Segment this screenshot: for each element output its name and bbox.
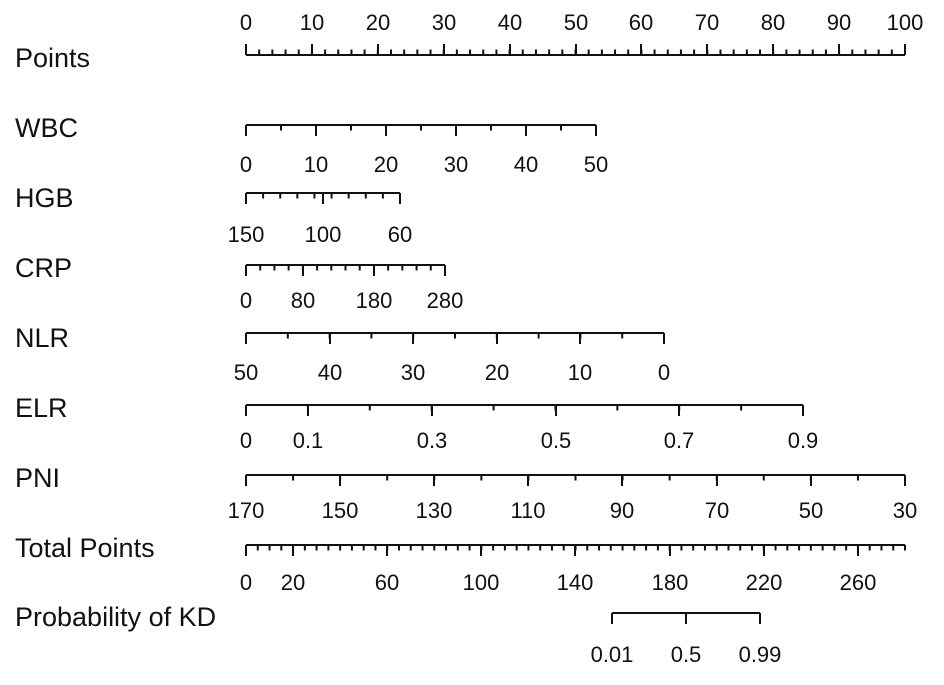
tick-label-total-points: 0 [240, 570, 252, 595]
tick-label-elr: 0.7 [664, 428, 695, 453]
tick-label-elr: 0 [240, 428, 252, 453]
tick-label-nlr: 50 [234, 360, 258, 385]
scale-pni: PNI 170 150 130 110 90 70 50 30 [15, 463, 917, 523]
tick-label-pni: 50 [799, 498, 823, 523]
scale-total-points: Total Points 0 20 60 100 140 180 220 260 [15, 533, 906, 595]
scale-elr: ELR 0 0.1 0.3 0.5 0.7 0.9 [15, 393, 818, 453]
tick-label-wbc: 0 [240, 152, 252, 177]
tick-label-wbc: 20 [374, 152, 398, 177]
tick-label-pni: 90 [610, 498, 634, 523]
scale-label-elr: ELR [15, 393, 68, 423]
tick-label-crp: 80 [291, 288, 315, 313]
scale-probability-of-kd: Probability of KD 0.01 0.5 0.99 [15, 602, 781, 667]
tick-label-nlr: 20 [485, 360, 509, 385]
tick-label-points: 40 [498, 10, 522, 35]
tick-label-probability-of-kd: 0.01 [591, 642, 634, 667]
tick-label-elr: 0.9 [788, 428, 819, 453]
scale-crp: CRP 0 80 180 280 [15, 253, 463, 313]
tick-label-wbc: 40 [514, 152, 538, 177]
tick-label-hgb: 60 [388, 222, 412, 247]
tick-label-elr: 0.5 [541, 428, 572, 453]
tick-label-nlr: 0 [658, 360, 670, 385]
scale-label-points: Points [15, 43, 90, 73]
tick-label-crp: 280 [427, 288, 464, 313]
tick-label-total-points: 140 [557, 570, 594, 595]
tick-label-nlr: 10 [568, 360, 592, 385]
tick-label-pni: 110 [510, 498, 545, 523]
tick-label-points: 50 [564, 10, 588, 35]
tick-label-crp: 180 [356, 288, 393, 313]
tick-label-probability-of-kd: 0.99 [739, 642, 782, 667]
tick-label-pni: 30 [893, 498, 917, 523]
tick-label-points: 30 [432, 10, 456, 35]
tick-label-total-points: 20 [281, 570, 305, 595]
scale-points: Points 0 10 20 30 40 50 60 70 80 90 100 [15, 10, 923, 73]
scale-label-total-points: Total Points [15, 533, 155, 563]
tick-label-pni: 150 [322, 498, 359, 523]
scale-hgb: HGB 150 100 60 [15, 183, 412, 247]
tick-label-wbc: 10 [304, 152, 328, 177]
tick-label-hgb: 150 [228, 222, 265, 247]
scale-label-probability-of-kd: Probability of KD [15, 602, 216, 632]
scale-label-pni: PNI [15, 463, 60, 493]
tick-label-points: 100 [887, 10, 924, 35]
scale-label-crp: CRP [15, 253, 72, 283]
tick-label-points: 10 [300, 10, 324, 35]
tick-label-total-points: 100 [463, 570, 500, 595]
scale-label-nlr: NLR [15, 323, 69, 353]
tick-label-total-points: 180 [652, 570, 689, 595]
tick-label-pni: 130 [416, 498, 453, 523]
scale-wbc: WBC 0 10 20 30 40 50 [15, 113, 608, 177]
tick-label-total-points: 260 [840, 570, 877, 595]
tick-label-wbc: 50 [584, 152, 608, 177]
tick-label-pni: 70 [705, 498, 729, 523]
tick-label-crp: 0 [240, 288, 252, 313]
tick-label-points: 80 [761, 10, 785, 35]
tick-label-points: 60 [629, 10, 653, 35]
tick-label-total-points: 60 [375, 570, 399, 595]
tick-label-pni: 170 [228, 498, 265, 523]
tick-label-elr: 0.3 [417, 428, 448, 453]
scale-label-hgb: HGB [15, 183, 74, 213]
scale-label-wbc: WBC [15, 113, 78, 143]
tick-label-points: 90 [827, 10, 851, 35]
tick-label-nlr: 30 [401, 360, 425, 385]
tick-label-points: 20 [366, 10, 390, 35]
tick-label-probability-of-kd: 0.5 [671, 642, 702, 667]
tick-label-wbc: 30 [444, 152, 468, 177]
tick-label-hgb: 100 [305, 222, 342, 247]
tick-label-elr: 0.1 [293, 428, 324, 453]
tick-label-points: 70 [695, 10, 719, 35]
tick-label-points: 0 [240, 10, 252, 35]
scale-nlr: NLR 50 40 30 20 10 0 [15, 323, 670, 385]
tick-label-nlr: 40 [318, 360, 342, 385]
tick-label-total-points: 220 [746, 570, 783, 595]
